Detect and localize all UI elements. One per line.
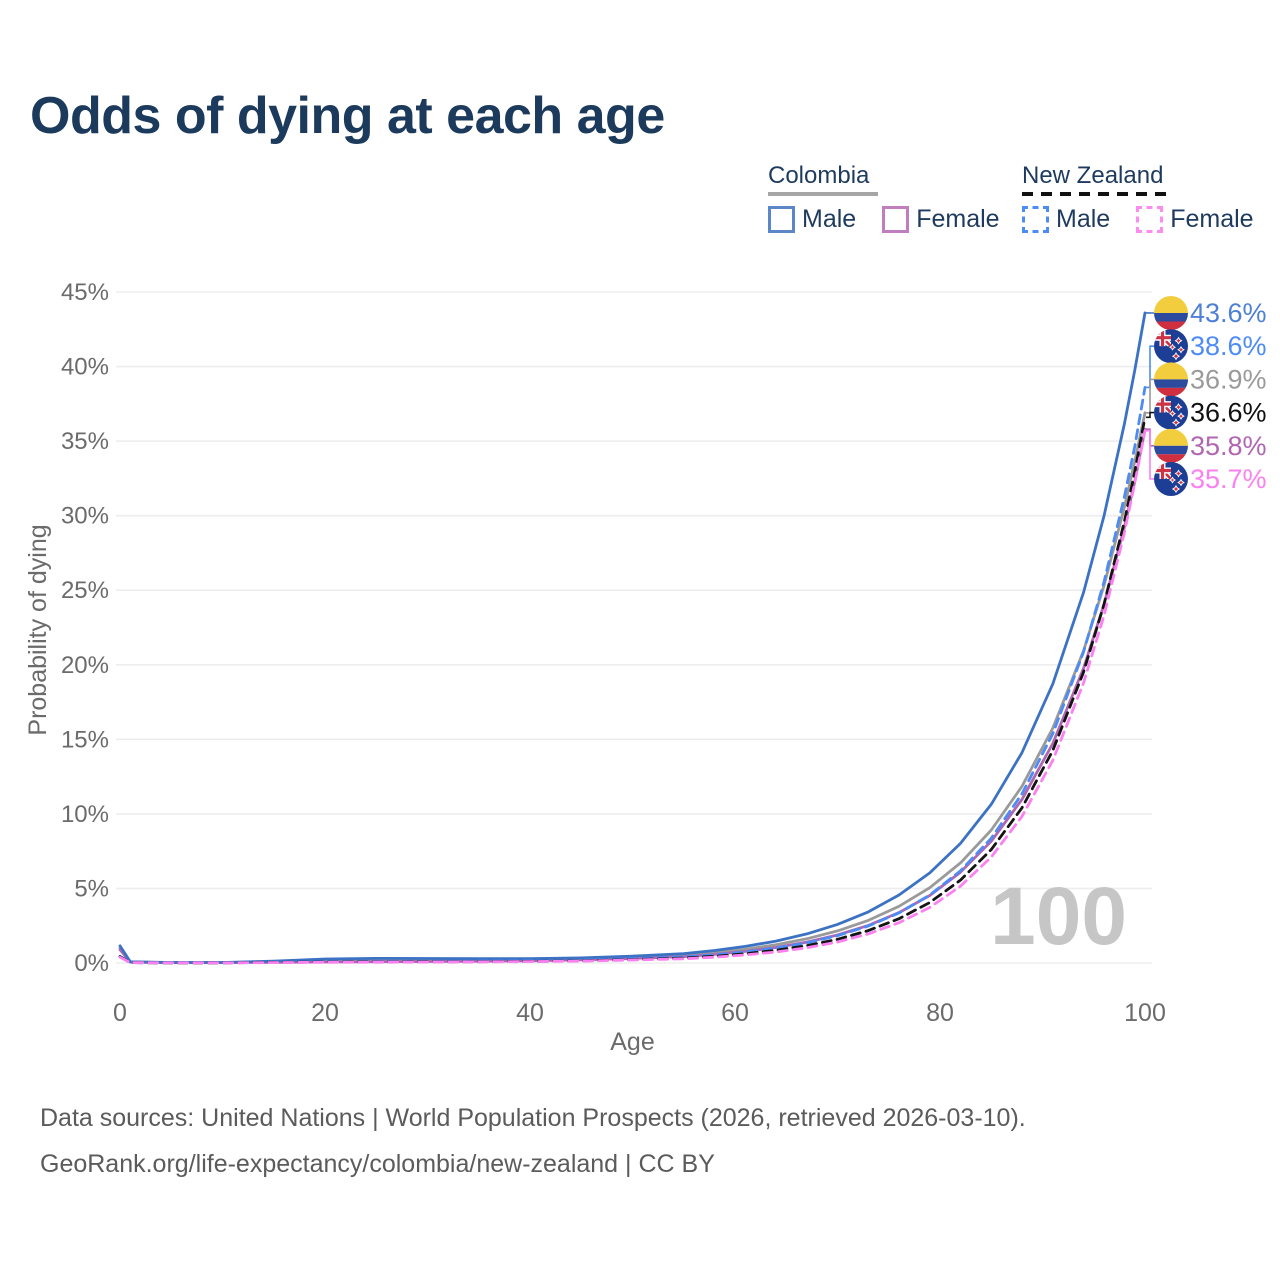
y-tick-35: 35% [61, 428, 109, 455]
footer-sources: Data sources: United Nations | World Pop… [40, 1104, 1026, 1133]
flag-icon-new-zealand [1154, 462, 1188, 496]
end-label-connector-colombia-combined [1146, 379, 1154, 412]
y-tick-15: 15% [61, 726, 109, 753]
y-tick-45: 45% [61, 279, 109, 306]
x-tick-0: 0 [113, 999, 127, 1027]
flag-icon-new-zealand [1154, 329, 1188, 363]
end-label-value-new-zealand-combined: 36.6% [1190, 398, 1267, 428]
end-label-new-zealand-combined: 36.6% [1154, 396, 1267, 430]
y-tick-40: 40% [61, 354, 109, 381]
flag-icon-colombia [1154, 296, 1188, 331]
series-line-colombia-male [120, 313, 1145, 963]
y-tick-25: 25% [61, 577, 109, 604]
end-label-value-colombia-combined: 36.9% [1190, 364, 1267, 394]
x-tick-40: 40 [516, 999, 544, 1027]
end-label-colombia-combined: 36.9% [1154, 362, 1267, 397]
y-tick-5: 5% [74, 875, 109, 902]
x-tick-20: 20 [311, 999, 339, 1027]
end-label-new-zealand-male: 38.6% [1154, 329, 1267, 363]
x-tick-60: 60 [721, 999, 749, 1027]
x-tick-80: 80 [926, 999, 954, 1027]
y-tick-20: 20% [61, 652, 109, 679]
end-label-colombia-female: 35.8% [1154, 429, 1267, 464]
end-label-new-zealand-female: 35.7% [1154, 462, 1267, 496]
end-label-colombia-male: 43.6% [1154, 296, 1267, 331]
flag-icon-colombia [1154, 429, 1188, 464]
end-label-value-colombia-female: 35.8% [1190, 431, 1267, 461]
end-label-value-new-zealand-male: 38.6% [1190, 331, 1267, 361]
flag-icon-colombia [1154, 362, 1188, 397]
end-label-connector-new-zealand-female [1146, 431, 1154, 479]
y-tick-30: 30% [61, 503, 109, 530]
x-tick-100: 100 [1124, 999, 1166, 1027]
watermark: 100 [990, 871, 1127, 962]
y-tick-0: 0% [74, 950, 109, 977]
flag-icon-new-zealand [1154, 396, 1188, 430]
x-axis-title: Age [610, 1028, 654, 1056]
y-tick-10: 10% [61, 801, 109, 828]
y-axis-title: Probability of dying [24, 524, 52, 735]
footer-link: GeoRank.org/life-expectancy/colombia/new… [40, 1150, 1026, 1179]
end-label-value-new-zealand-female: 35.7% [1190, 464, 1267, 494]
end-label-value-colombia-male: 43.6% [1190, 298, 1267, 328]
footer: Data sources: United Nations | World Pop… [40, 1104, 1026, 1196]
